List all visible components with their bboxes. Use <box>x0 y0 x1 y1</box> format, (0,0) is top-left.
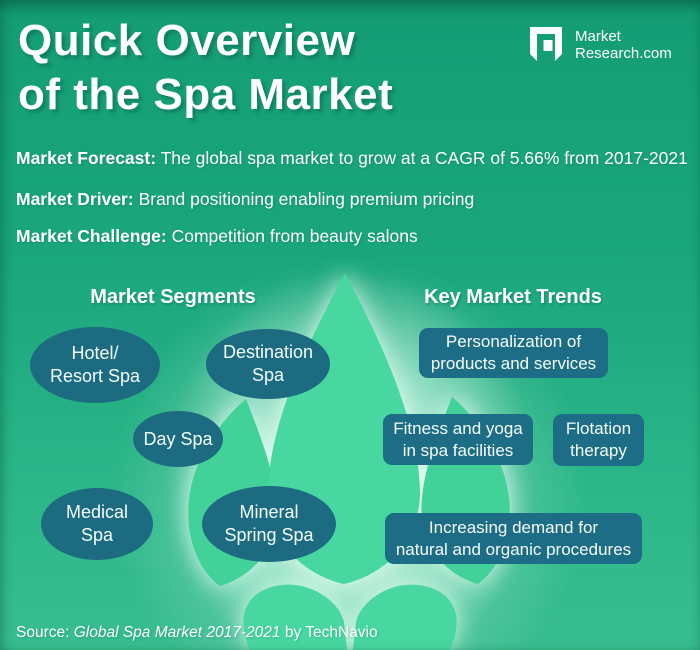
trend-card-fitness-yoga: Fitness and yoga in spa facilities <box>383 414 533 465</box>
marketresearch-gate-icon <box>530 27 562 61</box>
page-title-line1: Quick Overview <box>18 16 356 65</box>
source-report-title: Global Spa Market 2017-2021 <box>73 624 281 641</box>
segment-bubble-day-spa: Day Spa <box>133 411 223 467</box>
trend-card-personalization: Personalization of products and services <box>419 328 608 378</box>
fact-text: The global spa market to grow at a CAGR … <box>160 148 688 168</box>
bubble-label-line: Resort Spa <box>49 366 141 386</box>
fact-text: Competition from beauty salons <box>171 226 418 246</box>
fact-market-driver: Market Driver: Brand positioning enablin… <box>16 189 474 209</box>
trend-label-line: natural and organic procedures <box>395 539 632 559</box>
trend-label-line: therapy <box>570 441 627 460</box>
logo-text-line2: Research.com <box>575 45 672 62</box>
bubble-label-line: Spa <box>251 365 285 385</box>
bubble-label-line: Spa <box>80 525 114 545</box>
segment-bubble-destination-spa: Destination Spa <box>206 329 330 399</box>
trend-label-line: in spa facilities <box>402 440 514 460</box>
fact-label: Market Challenge: <box>16 226 167 246</box>
source-suffix: by TechNavio <box>284 624 378 641</box>
bubble-label-line: Mineral <box>239 502 299 522</box>
bubble-label-line: Day Spa <box>143 428 213 449</box>
trend-card-natural-organic: Increasing demand for natural and organi… <box>385 513 642 564</box>
heading-market-segments: Market Segments <box>90 286 256 308</box>
leaf-base-right <box>353 584 457 650</box>
source-prefix: Source: <box>16 624 70 641</box>
logo-text: Market Research.com <box>575 27 672 62</box>
marketresearch-logo: Market Research.com <box>530 27 672 62</box>
fact-label: Market Forecast: <box>16 148 157 168</box>
leaf-base-left <box>243 584 347 650</box>
trend-label-line: Fitness and yoga <box>393 418 523 438</box>
heading-key-market-trends: Key Market Trends <box>424 286 602 308</box>
trend-label-line: Personalization of <box>445 332 582 351</box>
page-title-line2: of the Spa Market <box>18 70 394 119</box>
source-attribution: Source: Global Spa Market 2017-2021 by T… <box>16 624 378 642</box>
fact-market-challenge: Market Challenge: Competition from beaut… <box>16 226 418 246</box>
trend-card-flotation-therapy: Flotation therapy <box>553 414 644 466</box>
logo-text-line1: Market <box>575 28 621 45</box>
trend-label-line: Flotation <box>565 419 632 438</box>
bubble-label-line: Spring Spa <box>224 525 314 545</box>
segment-bubble-hotel-resort-spa: Hotel/ Resort Spa <box>30 327 160 403</box>
bubble-label-line: Destination <box>222 342 314 362</box>
fact-text: Brand positioning enabling premium prici… <box>138 189 475 209</box>
segment-bubble-medical-spa: Medical Spa <box>41 488 153 560</box>
trend-label-line: products and services <box>430 354 597 373</box>
bubble-label-line: Medical <box>65 502 129 522</box>
fact-market-forecast: Market Forecast: The global spa market t… <box>16 148 688 168</box>
segment-bubble-mineral-spring-spa: Mineral Spring Spa <box>202 486 336 562</box>
page-title: Quick Overview of the Spa Market <box>18 14 393 122</box>
bubble-label-line: Hotel/ <box>71 343 119 363</box>
fact-label: Market Driver: <box>16 189 134 209</box>
trend-label-line: Increasing demand for <box>428 517 599 537</box>
